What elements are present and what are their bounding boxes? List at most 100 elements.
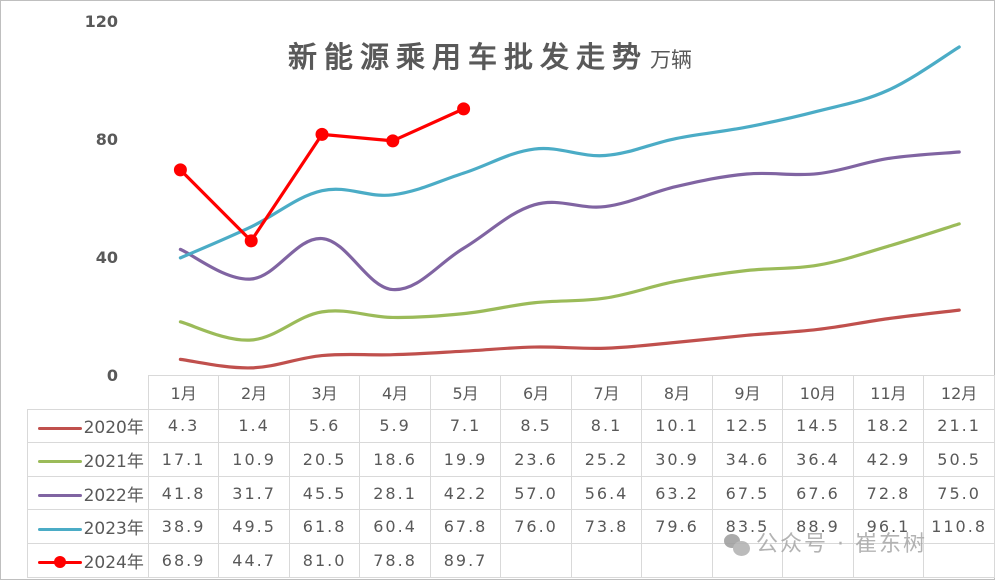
data-point-marker (244, 234, 258, 248)
table-cell (852, 542, 925, 578)
table-cell: 89.7 (429, 542, 502, 578)
data-point-marker (457, 102, 471, 116)
table-cell: 18.6 (359, 442, 431, 477)
watermark-text: 公众号 · 崔东树 (756, 532, 927, 557)
table-cell: 67.5 (711, 475, 784, 511)
table-cell (782, 542, 854, 578)
legend-marker-icon (53, 556, 66, 569)
table-cell: 8.5 (500, 408, 572, 444)
legend-label: 2022年 (83, 485, 144, 506)
table-cell: 10.9 (218, 442, 290, 477)
table-row: 2022年 41.8 31.7 45.5 28.1 42.2 57.0 56.4 63.2 67.… (27, 475, 995, 511)
table-cell: 14.5 (782, 408, 854, 444)
data-table: 1月 2月 3月 4月 5月 6月 7月 8月 9月 10月 11月 12月 2020年 4.3 1.4 5… (27, 375, 995, 578)
legend-cell: 2024年 (27, 542, 149, 578)
table-cell: 78.8 (359, 542, 431, 578)
table-header-cell: 6月 (500, 375, 572, 410)
table-cell: 60.4 (359, 509, 431, 544)
table-cell: 34.6 (711, 442, 784, 477)
table-cell: 1.4 (218, 408, 290, 444)
table-cell: 28.1 (359, 475, 431, 511)
table-cell: 5.9 (359, 408, 431, 444)
series-line-2021年 (178, 222, 961, 342)
table-cell: 81.0 (288, 542, 361, 578)
legend-line-icon (37, 527, 82, 531)
table-cell (570, 542, 643, 578)
table-cell: 41.8 (147, 475, 220, 511)
legend-line-icon (37, 426, 82, 430)
table-cell: 67.8 (429, 509, 502, 544)
table-header-cell: 4月 (359, 375, 431, 410)
table-header-cell: 7月 (570, 375, 643, 410)
table-cell: 36.4 (782, 442, 854, 477)
y-tick-120: 120 (84, 12, 118, 31)
legend-line-icon (37, 494, 82, 498)
series-line-2022年 (178, 150, 961, 292)
chart-unit: 万辆 (650, 48, 693, 72)
table-cell: 38.9 (147, 509, 220, 544)
table-header-cell: 8月 (641, 375, 713, 410)
table-cell: 45.5 (288, 475, 361, 511)
table-cell: 8.1 (570, 408, 643, 444)
legend-label: 2024年 (83, 552, 144, 573)
table-cell: 42.9 (852, 442, 925, 477)
table-cell: 50.5 (923, 442, 995, 477)
table-cell: 23.6 (500, 442, 572, 477)
table-header-cell: 10月 (782, 375, 854, 410)
table-corner (28, 376, 149, 410)
table-header-cell: 5月 (429, 375, 502, 410)
legend-label: 2020年 (83, 418, 144, 439)
table-cell: 49.5 (218, 509, 290, 544)
table-cell: 21.1 (923, 408, 995, 444)
table-cell: 73.8 (570, 509, 643, 544)
table-cell: 67.6 (782, 475, 854, 511)
table-cell: 42.2 (429, 475, 502, 511)
table-cell (500, 542, 572, 578)
data-point-marker (315, 127, 329, 141)
table-cell: 20.5 (288, 442, 361, 477)
table-cell: 4.3 (147, 408, 220, 444)
y-tick-80: 80 (95, 130, 118, 149)
legend-line-icon (37, 460, 82, 464)
legend-cell: 2022年 (27, 475, 149, 511)
legend-line-icon (37, 556, 82, 569)
y-tick-0: 0 (106, 366, 118, 385)
legend-cell: 2023年 (27, 509, 149, 544)
data-point-marker (386, 134, 400, 148)
series-line-2023年 (178, 45, 961, 260)
table-cell: 12.5 (711, 408, 784, 444)
table-cell: 30.9 (641, 442, 713, 477)
table-cell (923, 542, 995, 578)
table-row: 2023年 38.9 49.5 61.8 60.4 67.8 76.0 73.8 79.6 83.… (27, 509, 995, 544)
series-line-2020年 (178, 308, 961, 370)
table-header-cell: 12月 (923, 375, 995, 410)
table-row: 2021年 17.1 10.9 20.5 18.6 19.9 23.6 25.2 30.9 34.… (27, 442, 995, 477)
table-cell: 76.0 (500, 509, 572, 544)
chart-title-text: 新能源乘用车批发走势 (288, 40, 649, 74)
table-header-cell: 9月 (711, 375, 784, 410)
table-cell: 31.7 (218, 475, 290, 511)
table-cell: 96.1 (852, 509, 925, 544)
table-cell: 19.9 (429, 442, 502, 477)
table-row: 2020年 4.3 1.4 5.6 5.9 7.1 8.5 8.1 10.1 12.5 14.5 18… (27, 408, 995, 444)
table-cell: 17.1 (147, 442, 220, 477)
table-row: 2024年 68.9 44.7 81.0 78.8 89.7 (27, 542, 995, 578)
table-cell: 5.6 (288, 408, 361, 444)
table-cell (641, 542, 713, 578)
table-cell: 63.2 (641, 475, 713, 511)
table-cell: 68.9 (147, 542, 220, 578)
legend-label: 2021年 (83, 451, 144, 472)
table-cell: 7.1 (429, 408, 502, 444)
table-header-cell: 11月 (852, 375, 925, 410)
table-cell: 72.8 (852, 475, 925, 511)
table-cell: 57.0 (500, 475, 572, 511)
table-cell: 88.9 (782, 509, 854, 544)
table-header-row: 1月 2月 3月 4月 5月 6月 7月 8月 9月 10月 11月 12月 (28, 375, 995, 410)
y-tick-40: 40 (95, 248, 118, 267)
table-cell: 44.7 (218, 542, 290, 578)
table-cell: 56.4 (570, 475, 643, 511)
table-cell: 61.8 (288, 509, 361, 544)
table-header-cell: 1月 (147, 375, 220, 410)
table-cell: 25.2 (570, 442, 643, 477)
